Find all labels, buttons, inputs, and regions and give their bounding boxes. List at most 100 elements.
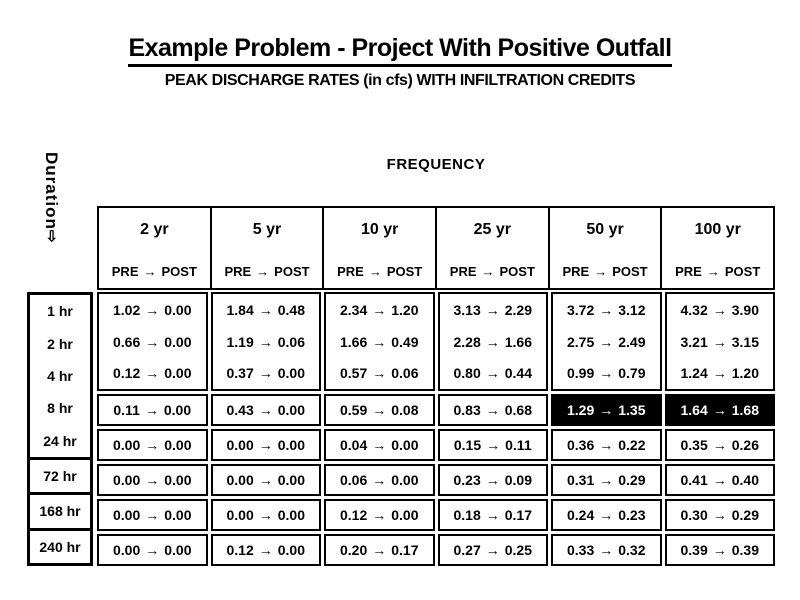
pre-value: 0.00 xyxy=(113,507,141,524)
page-title: Example Problem - Project With Positive … xyxy=(128,34,672,67)
arrow-icon: → xyxy=(145,541,160,558)
arrow-icon: → xyxy=(712,301,727,318)
cell-value: 0.27 → 0.25 xyxy=(454,542,533,558)
cell-value: 0.00 → 0.00 xyxy=(113,542,192,558)
duration-arrow-icon: ⇨ xyxy=(43,229,60,243)
arrow-icon: → xyxy=(372,402,387,419)
pre-value: 0.83 xyxy=(453,402,481,419)
post-value: 0.00 xyxy=(277,437,305,454)
post-value: 0.00 xyxy=(277,472,305,489)
post-value: 0.29 xyxy=(731,507,759,524)
arrow-icon: → xyxy=(599,541,614,558)
post-value: 0.44 xyxy=(504,365,532,382)
data-cell-merged: 1.84 → 0.48 1.19 → 0.06 0.37 → 0.00 xyxy=(210,292,321,392)
data-cell-merged: 3.72 → 3.12 2.75 → 2.49 0.99 → 0.79 xyxy=(551,292,662,392)
arrow-icon: → xyxy=(599,402,614,419)
frequency-year-label: 50 yr xyxy=(586,221,624,238)
post-value: 2.49 xyxy=(618,333,646,350)
data-cell: 0.00 → 0.00 xyxy=(97,534,208,566)
cell-value: 3.21 → 3.15 xyxy=(681,334,760,350)
data-column: 3.72 → 3.12 2.75 → 2.49 0.99 → 0.79 1.29 → 1.35 0.36… xyxy=(551,292,662,566)
pre-value: 0.20 xyxy=(340,541,368,558)
arrow-icon: → xyxy=(599,365,614,382)
cell-value: 0.00 → 0.00 xyxy=(113,507,192,523)
arrow-icon: → xyxy=(258,472,273,489)
pre-value: 0.24 xyxy=(567,507,595,524)
data-cell: 0.00 → 0.00 xyxy=(210,464,321,497)
cell-value: 0.80 → 0.44 xyxy=(454,365,533,381)
post-value: 3.15 xyxy=(731,333,759,350)
pre-value: 0.36 xyxy=(567,437,595,454)
arrow-icon: → xyxy=(145,507,160,524)
pre-value: 0.18 xyxy=(453,507,481,524)
pre-label: PRE xyxy=(337,264,364,279)
post-value: 0.39 xyxy=(731,541,759,558)
arrow-icon: → xyxy=(372,365,387,382)
arrow-icon: → xyxy=(706,264,720,279)
pre-value: 0.41 xyxy=(680,472,708,489)
page-subtitle: PEAK DISCHARGE RATES (in cfs) WITH INFIL… xyxy=(164,72,636,89)
cell-value: 0.18 → 0.17 xyxy=(454,507,533,523)
data-cell: 0.00 → 0.00 xyxy=(97,429,208,462)
arrow-icon: → xyxy=(485,333,500,350)
data-cell: 0.12 → 0.00 xyxy=(324,499,435,531)
arrow-icon: → xyxy=(145,333,160,350)
arrow-icon: → xyxy=(599,333,614,350)
post-value: 0.06 xyxy=(391,365,419,382)
pre-value: 0.27 xyxy=(453,541,481,558)
cell-value: 2.75 → 2.49 xyxy=(567,334,646,350)
post-value: 1.66 xyxy=(504,333,532,350)
cell-value: 4.32 → 3.90 xyxy=(681,302,760,318)
arrow-icon: → xyxy=(368,264,382,279)
pre-value: 0.66 xyxy=(113,333,141,350)
pre-value: 0.04 xyxy=(340,437,368,454)
cell-value: 0.15 → 0.11 xyxy=(454,437,532,453)
post-value: 0.26 xyxy=(731,437,759,454)
arrow-icon: → xyxy=(258,333,273,350)
duration-label: Duration xyxy=(42,152,61,230)
post-value: 2.29 xyxy=(504,301,532,318)
cell-value: 0.33 → 0.32 xyxy=(567,542,646,558)
data-cell: 1.64 → 1.68 xyxy=(664,394,775,427)
post-label: POST xyxy=(161,264,197,279)
arrow-icon: → xyxy=(712,402,727,419)
arrow-icon: → xyxy=(372,301,387,318)
data-column: 2.34 → 1.20 1.66 → 0.49 0.57 → 0.06 0.59 → 0.08 0.04… xyxy=(324,292,435,566)
frequency-label: FREQUENCY xyxy=(386,156,486,173)
cell-value: 0.00 → 0.00 xyxy=(113,437,192,453)
data-cell: 0.30 → 0.29 xyxy=(664,499,775,531)
frequency-column-header: 10 yr PRE → POST xyxy=(322,208,435,288)
pre-value: 0.06 xyxy=(340,472,368,489)
frequency-year-label: 2 yr xyxy=(140,221,169,238)
data-cell: 0.41 → 0.40 xyxy=(664,464,775,497)
pre-value: 0.80 xyxy=(453,365,481,382)
post-value: 0.00 xyxy=(277,402,305,419)
data-column: 4.32 → 3.90 3.21 → 3.15 1.24 → 1.20 1.64 → 1.68 0.35… xyxy=(664,292,775,566)
duration-axis-label: Duration⇨ xyxy=(41,152,61,312)
arrow-icon: → xyxy=(712,507,727,524)
pre-value: 1.02 xyxy=(113,301,141,318)
cell-value: 0.31 → 0.29 xyxy=(567,472,646,488)
post-value: 0.00 xyxy=(164,333,192,350)
arrow-icon: → xyxy=(599,437,614,454)
post-value: 0.79 xyxy=(618,365,646,382)
post-value: 0.00 xyxy=(391,437,419,454)
data-cell-merged: 4.32 → 3.90 3.21 → 3.15 1.24 → 1.20 xyxy=(664,292,775,392)
data-grid: 1.02 → 0.00 0.66 → 0.00 0.12 → 0.00 0.11 → 0.00 0.00… xyxy=(97,292,775,566)
post-value: 0.11 xyxy=(505,437,532,454)
arrow-icon: → xyxy=(485,472,500,489)
duration-row-label: 24 hr xyxy=(43,432,77,449)
arrow-icon: → xyxy=(258,365,273,382)
post-value: 0.08 xyxy=(391,402,419,419)
frequency-year-label: 25 yr xyxy=(473,221,512,238)
data-cell: 0.35 → 0.26 xyxy=(664,429,775,462)
post-label: POST xyxy=(386,264,423,279)
frequency-header-row: 2 yr PRE → POST 5 yr PRE → POST 10 yr PRE → POST 25 … xyxy=(97,206,775,290)
data-cell: 0.12 → 0.00 xyxy=(210,534,321,566)
data-cell: 0.00 → 0.00 xyxy=(210,499,321,531)
arrow-icon: → xyxy=(485,365,500,382)
post-value: 0.09 xyxy=(504,472,532,489)
data-cell-merged: 1.02 → 0.00 0.66 → 0.00 0.12 → 0.00 xyxy=(97,292,208,392)
data-cell: 1.29 → 1.35 xyxy=(551,394,662,427)
frequency-year-label: 5 yr xyxy=(252,221,282,238)
